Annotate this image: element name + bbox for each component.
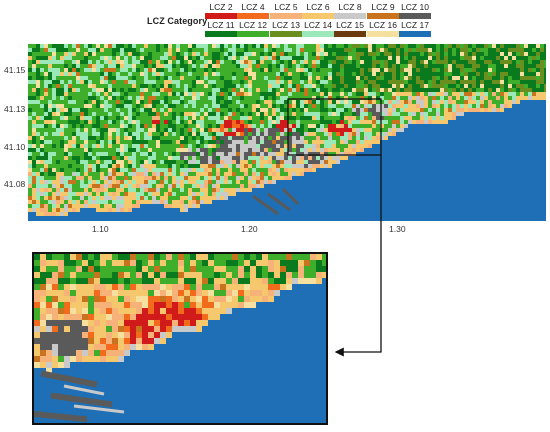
legend-item-lcz-2: LCZ 2: [205, 2, 237, 20]
legend-swatch: [302, 13, 334, 19]
lcz-legend: LCZ Category LCZ 2 LCZ 4 LCZ 5 LCZ 6 LCZ 8 LC…: [147, 2, 542, 42]
legend-label: LCZ 14: [304, 20, 332, 30]
legend-item-lcz-10: LCZ 10: [399, 2, 431, 20]
legend-label: LCZ 17: [401, 20, 429, 30]
legend-item-lcz-13: LCZ 13: [270, 20, 302, 38]
legend-label: LCZ 16: [369, 20, 397, 30]
legend-item-lcz-4: LCZ 4: [237, 2, 269, 20]
legend-swatch: [237, 13, 269, 19]
legend-item-lcz-12: LCZ 12: [237, 20, 269, 38]
legend-swatch: [205, 13, 237, 19]
zoom-arrow: [334, 155, 382, 357]
lcz-map-raster: [28, 44, 546, 221]
legend-label: LCZ 10: [401, 2, 429, 12]
legend-item-lcz-17: LCZ 17: [399, 20, 431, 38]
legend-item-lcz-5: LCZ 5: [270, 2, 302, 20]
legend-swatch: [334, 31, 366, 37]
legend-item-lcz-11: LCZ 11: [205, 20, 237, 38]
legend-label: LCZ 6: [306, 2, 330, 12]
lat-tick-label: 41.15: [4, 65, 26, 75]
legend-label: LCZ 11: [207, 20, 235, 30]
legend-label: LCZ 9: [371, 2, 395, 12]
inset-zoom-map: [32, 252, 328, 425]
legend-item-lcz-14: LCZ 14: [302, 20, 334, 38]
legend-item-lcz-15: LCZ 15: [334, 20, 366, 38]
lon-tick-label: 1.20: [241, 224, 258, 234]
legend-label: LCZ 5: [274, 2, 298, 12]
legend-swatch: [237, 31, 269, 37]
legend-swatch: [399, 31, 431, 37]
legend-title: LCZ Category: [147, 16, 208, 26]
legend-swatch: [302, 31, 334, 37]
legend-swatch: [205, 31, 237, 37]
legend-swatch: [367, 13, 399, 19]
legend-swatch: [367, 31, 399, 37]
lat-tick-label: 41.13: [4, 104, 26, 114]
legend-label: LCZ 15: [336, 20, 364, 30]
lon-tick-label: 1.10: [92, 224, 109, 234]
main-map: [28, 44, 546, 221]
legend-label: LCZ 2: [209, 2, 233, 12]
legend-label: LCZ 13: [272, 20, 300, 30]
legend-item-lcz-16: LCZ 16: [367, 20, 399, 38]
legend-swatch: [270, 31, 302, 37]
legend-label: LCZ 12: [239, 20, 267, 30]
inset-lcz-raster: [34, 254, 326, 423]
legend-label: LCZ 4: [241, 2, 265, 12]
legend-item-lcz-8: LCZ 8: [334, 2, 366, 20]
legend-label: LCZ 8: [338, 2, 362, 12]
zoom-region-box: [287, 98, 382, 156]
legend-swatch: [334, 13, 366, 19]
lat-tick-label: 41.08: [4, 179, 26, 189]
legend-swatch: [270, 13, 302, 19]
lat-tick-label: 41.10: [4, 142, 26, 152]
legend-item-lcz-6: LCZ 6: [302, 2, 334, 20]
legend-swatch: [399, 13, 431, 19]
legend-item-lcz-9: LCZ 9: [367, 2, 399, 20]
lon-tick-label: 1.30: [389, 224, 406, 234]
